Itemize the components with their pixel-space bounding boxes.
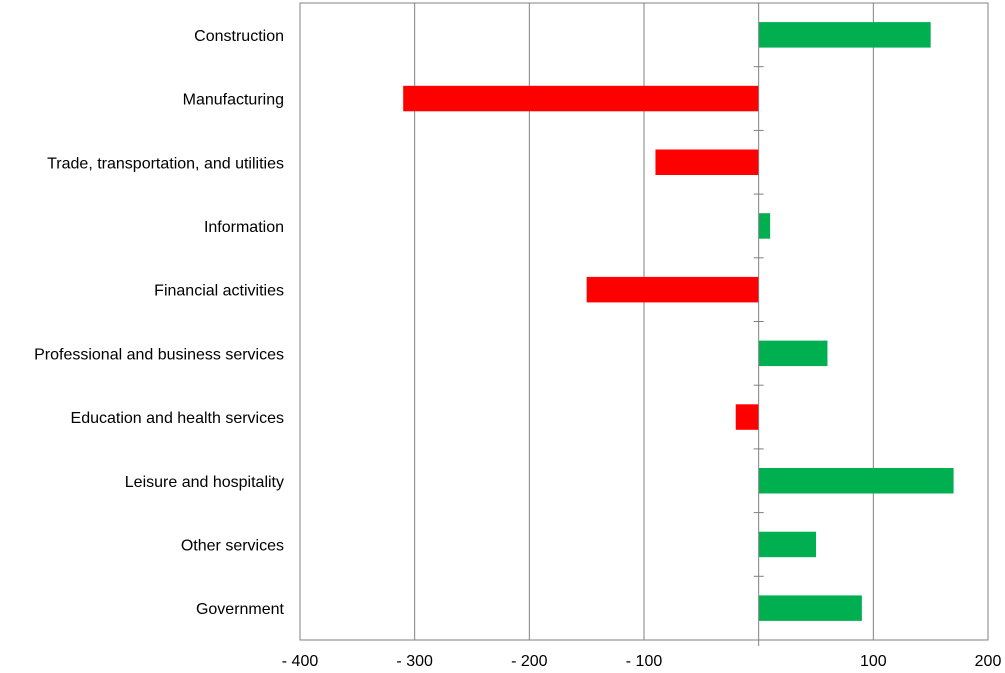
category-label: Manufacturing: [183, 92, 284, 109]
category-label: Leisure and hospitality: [125, 474, 284, 491]
category-label: Information: [204, 219, 284, 236]
category-label: Other services: [181, 537, 284, 554]
zero-axis: [753, 3, 764, 646]
bar: [758, 340, 828, 367]
bar: [758, 595, 862, 621]
x-tick-label: - 400: [282, 653, 319, 670]
x-tick-label: 100: [860, 653, 887, 670]
bar: [758, 213, 771, 239]
category-label: Professional and business services: [34, 346, 284, 363]
category-label: Construction: [194, 28, 284, 45]
bars: [403, 22, 954, 621]
bar: [758, 531, 816, 558]
bar: [403, 85, 759, 112]
bar: [586, 276, 759, 303]
bar: [758, 22, 931, 48]
x-tick-label: 200: [975, 653, 1002, 670]
bar: [655, 149, 759, 175]
bar: [735, 404, 759, 430]
x-tick-label: - 100: [626, 653, 663, 670]
x-tick-label: - 200: [511, 653, 548, 670]
category-label: Government: [196, 601, 285, 618]
bar: [758, 468, 954, 494]
category-label: Trade, transportation, and utilities: [47, 155, 284, 172]
plot-area: [299, 2, 989, 641]
category-labels: Construction Manufacturing Trade, transpor…: [34, 28, 284, 618]
category-label: Financial activities: [154, 283, 284, 300]
category-label: Education and health services: [71, 410, 284, 427]
x-tick-label: - 300: [396, 653, 433, 670]
x-tick-labels: - 400 - 300 - 200 - 100 100 200: [282, 653, 1002, 670]
